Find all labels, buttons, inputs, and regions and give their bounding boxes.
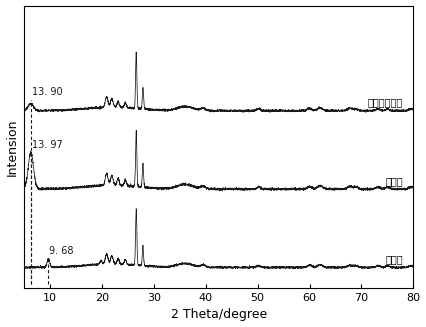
Text: 13. 90: 13. 90: [32, 87, 62, 97]
Text: 13. 97: 13. 97: [32, 140, 62, 150]
Text: 有机土: 有机土: [386, 176, 403, 186]
Text: 蒙脱土: 蒙脱土: [386, 254, 403, 264]
Text: 9. 68: 9. 68: [49, 246, 74, 256]
Y-axis label: Intension: Intension: [6, 118, 19, 176]
Text: 固体酸傅化剂: 固体酸傅化剂: [368, 97, 403, 108]
X-axis label: 2 Theta/degree: 2 Theta/degree: [171, 308, 267, 321]
